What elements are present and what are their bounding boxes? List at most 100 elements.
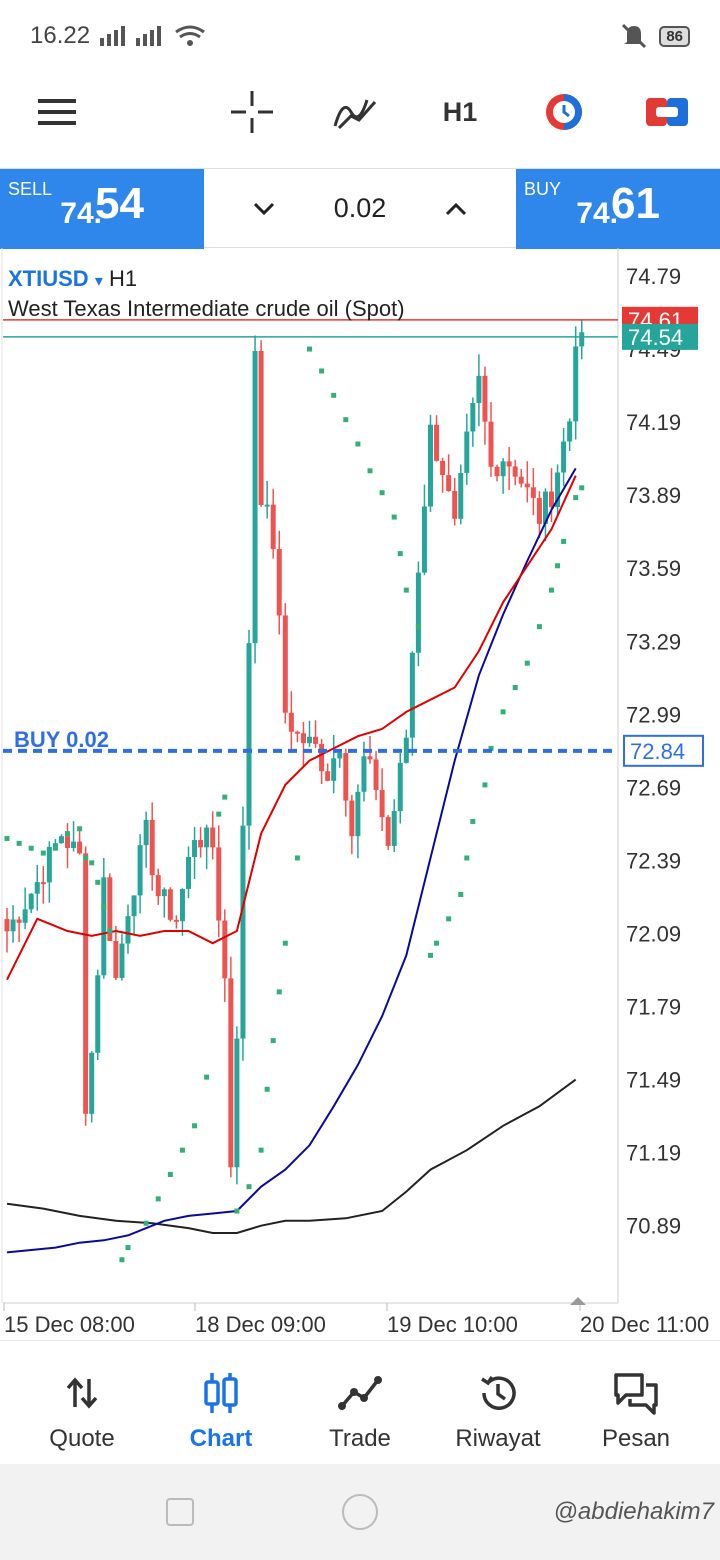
- y-axis-tick-label: 72.99: [626, 702, 681, 727]
- candle-body: [270, 504, 276, 550]
- candle-body: [561, 441, 567, 473]
- moving-average-blue: [6, 467, 577, 1254]
- candle-body: [579, 332, 585, 347]
- candle-body: [428, 424, 433, 507]
- parabolic-sar-dot: [282, 940, 288, 946]
- candle-body: [228, 978, 234, 1168]
- symbol-name[interactable]: XTIUSD: [8, 266, 89, 291]
- candle-body: [573, 346, 579, 422]
- y-axis-tick-label: 70.89: [626, 1214, 681, 1239]
- y-axis-tick-label: 73.29: [626, 629, 681, 654]
- increase-lot-button[interactable]: [436, 189, 476, 229]
- nav-history[interactable]: Riwayat: [426, 1341, 570, 1465]
- parabolic-sar-dot: [579, 485, 585, 491]
- parabolic-sar-dot: [28, 845, 34, 851]
- menu-button[interactable]: [22, 72, 92, 152]
- nav-messages[interactable]: Pesan: [564, 1341, 708, 1465]
- parabolic-sar-dot: [192, 1123, 198, 1129]
- parabolic-sar-dot: [397, 551, 403, 557]
- buy-button[interactable]: BUY 74. 61: [516, 169, 720, 249]
- candle-body: [22, 909, 28, 923]
- system-navigation-bar: @abdiehakim7: [0, 1464, 720, 1560]
- nav-quote[interactable]: Quote: [10, 1341, 154, 1465]
- candle-body: [210, 827, 216, 848]
- candle-body: [325, 771, 331, 781]
- parabolic-sar-dot: [264, 1086, 270, 1092]
- y-axis-tick-label: 72.69: [626, 775, 681, 800]
- symbol-dropdown-icon[interactable]: ▾: [94, 273, 103, 290]
- candle-body: [361, 756, 367, 792]
- candle-body: [403, 737, 409, 763]
- lot-size-control: 0.02: [204, 169, 516, 249]
- parabolic-sar-dot: [179, 1147, 185, 1153]
- sell-button[interactable]: SELL 74. 54: [0, 169, 204, 249]
- candle-body: [137, 845, 143, 896]
- candle-body: [549, 491, 554, 508]
- candle-body: [222, 920, 228, 979]
- status-time: 16.22: [30, 22, 91, 49]
- parabolic-sar-dot: [16, 840, 22, 846]
- battery-indicator: 86: [659, 25, 690, 47]
- candle-body: [440, 460, 446, 476]
- parabolic-sar-dot: [125, 1245, 131, 1251]
- candle-body: [355, 791, 361, 837]
- parabolic-sar-dot: [222, 794, 228, 800]
- one-click-trade-button[interactable]: [637, 72, 697, 152]
- candle-body: [343, 753, 349, 801]
- candle-body: [155, 875, 161, 897]
- nav-trade[interactable]: Trade: [288, 1341, 432, 1465]
- bottom-navigation: Quote Chart Trade Riwayat Pesan: [0, 1340, 720, 1464]
- candle-body: [65, 836, 70, 849]
- price-chart[interactable]: BUY 0.0274.7974.4974.1973.8973.5973.2972…: [0, 248, 720, 1338]
- nav-messages-label: Pesan: [601, 1425, 671, 1452]
- chevron-down-icon: [253, 202, 275, 216]
- crosshair-button[interactable]: [222, 72, 282, 152]
- signal-wifi-icons: [100, 25, 205, 46]
- parabolic-sar-dot: [464, 855, 470, 861]
- candle-body: [186, 857, 191, 889]
- parabolic-sar-dot: [446, 916, 452, 922]
- chart-symbol-header[interactable]: XTIUSD ▾ H1: [8, 266, 137, 292]
- parabolic-sar-dot: [258, 1147, 264, 1153]
- y-axis-tick-label: 72.09: [626, 921, 681, 946]
- sell-label: SELL: [8, 179, 53, 199]
- decrease-lot-button[interactable]: [244, 189, 284, 229]
- candle-body: [367, 756, 373, 760]
- y-axis-tick-label: 72.39: [626, 848, 681, 873]
- candle-body: [282, 615, 288, 713]
- candle-body: [300, 733, 306, 744]
- recents-button[interactable]: [166, 1498, 194, 1526]
- lot-size-value[interactable]: 0.02: [333, 193, 387, 223]
- chart-canvas[interactable]: BUY 0.0274.7974.4974.1973.8973.5973.2972…: [0, 248, 720, 1338]
- quote-icon: [66, 1377, 98, 1409]
- order-price-tag: [623, 734, 704, 767]
- timeframe-button[interactable]: H1: [442, 96, 478, 127]
- nav-chart[interactable]: Chart: [149, 1341, 293, 1465]
- candle-body: [500, 461, 506, 477]
- candle-body: [307, 736, 312, 744]
- parabolic-sar-dot: [167, 1172, 173, 1178]
- candle-body: [149, 819, 155, 876]
- parabolic-sar-dot: [319, 368, 325, 374]
- candle-body: [40, 882, 46, 885]
- parabolic-sar-dot: [482, 782, 488, 788]
- candle-body: [89, 1052, 95, 1114]
- candle-body: [46, 846, 52, 883]
- buy-price-big: 61: [611, 179, 660, 228]
- parabolic-sar-dot: [294, 855, 300, 861]
- indicators-button[interactable]: [325, 72, 385, 152]
- home-button[interactable]: [342, 1494, 378, 1530]
- nav-chart-label: Chart: [189, 1425, 253, 1452]
- status-right: 86: [619, 22, 690, 50]
- candle-body: [379, 790, 385, 818]
- candle-body: [246, 643, 252, 826]
- history-icon: [481, 1376, 516, 1410]
- candle-body: [16, 919, 22, 923]
- order-price-tag-label: 72.84: [630, 739, 685, 764]
- parabolic-sar-dot: [379, 490, 385, 496]
- crosshair-icon: [231, 91, 273, 133]
- chart-color-button[interactable]: [534, 72, 594, 152]
- candle-body: [458, 472, 464, 519]
- parabolic-sar-dot: [524, 660, 530, 666]
- y-axis-tick-label: 71.19: [626, 1141, 681, 1166]
